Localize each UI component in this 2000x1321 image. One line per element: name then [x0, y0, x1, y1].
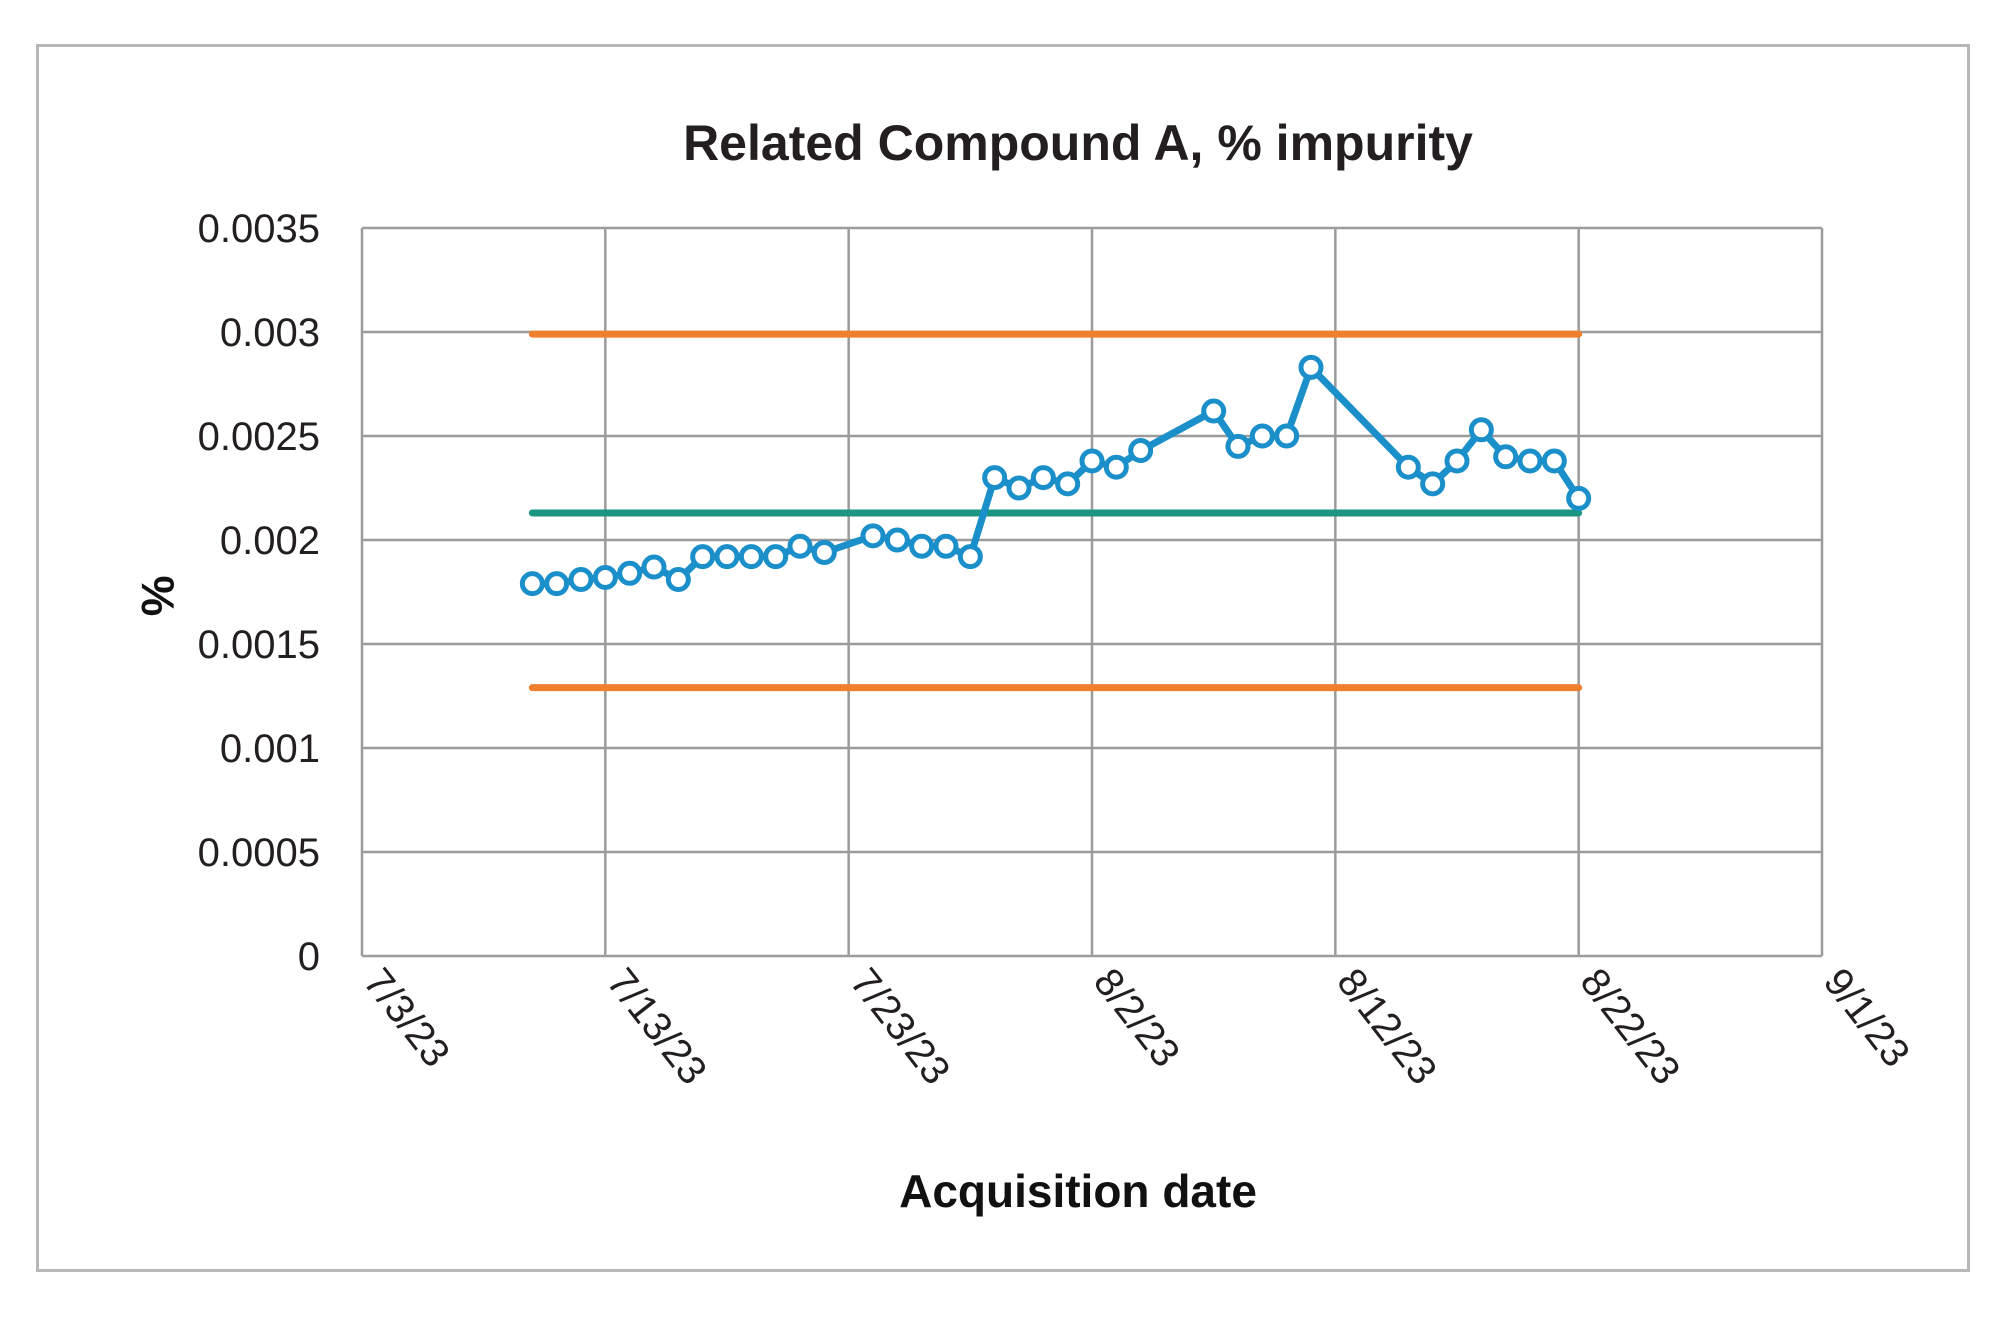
y-tick-label: 0.0035 — [198, 207, 320, 251]
data-point — [519, 571, 545, 597]
data-point — [665, 567, 691, 593]
x-tick-label: 8/22/23 — [1572, 960, 1689, 1092]
y-tick-label: 0.002 — [220, 519, 320, 563]
y-axis-title: % — [132, 576, 184, 617]
data-point — [690, 544, 716, 570]
data-point — [738, 544, 764, 570]
x-axis-title: Acquisition date — [899, 1165, 1257, 1217]
data-point — [884, 527, 910, 553]
data-point — [1541, 448, 1567, 474]
reference-lines — [528, 330, 1583, 692]
data-point — [1493, 444, 1519, 470]
x-tick-labels: 7/3/23 7/13/23 7/23/23 8/2/23 8/12/23 8/22/23… — [355, 960, 1918, 1092]
data-point — [787, 533, 813, 559]
data-point — [1298, 354, 1324, 380]
data-point — [1103, 454, 1129, 480]
data-point — [1079, 448, 1105, 474]
x-tick-label: 9/1/23 — [1815, 960, 1918, 1075]
data-point — [617, 560, 643, 586]
x-tick-label: 7/13/23 — [598, 960, 715, 1092]
y-tick-labels: 0 0.0005 0.001 0.0015 0.002 0.0025 0.003 0.0035 — [198, 207, 320, 979]
data-point — [592, 564, 618, 590]
x-tick-label: 7/23/23 — [842, 960, 959, 1092]
data-point — [763, 544, 789, 570]
data-point — [1006, 475, 1032, 501]
y-tick-label: 0.001 — [220, 727, 320, 771]
data-point — [641, 554, 667, 580]
y-tick-label: 0.0025 — [198, 415, 320, 459]
data-point — [1468, 417, 1494, 443]
data-point — [714, 544, 740, 570]
data-point — [957, 544, 983, 570]
data-point — [811, 539, 837, 565]
y-tick-label: 0.0005 — [198, 831, 320, 875]
chart-title: Related Compound A, % impurity — [683, 115, 1473, 171]
data-point — [909, 533, 935, 559]
data-point — [1395, 454, 1421, 480]
chart-frame — [36, 44, 1970, 1272]
data-point — [982, 465, 1008, 491]
data-point — [544, 571, 570, 597]
data-point — [1274, 423, 1300, 449]
data-point — [1444, 448, 1470, 474]
data-point — [1517, 448, 1543, 474]
data-point — [1249, 423, 1275, 449]
x-tick-label: 8/12/23 — [1328, 960, 1445, 1092]
data-point — [1055, 471, 1081, 497]
data-point — [1201, 398, 1227, 424]
y-tick-label: 0.003 — [220, 311, 320, 355]
x-tick-label: 8/2/23 — [1085, 960, 1188, 1075]
data-point — [933, 533, 959, 559]
data-point — [860, 523, 886, 549]
data-point — [1420, 471, 1446, 497]
data-point — [1030, 465, 1056, 491]
x-tick-label: 7/3/23 — [355, 960, 458, 1075]
data-point — [1225, 433, 1251, 459]
data-point — [1128, 438, 1154, 464]
data-point — [568, 567, 594, 593]
y-tick-label: 0.0015 — [198, 623, 320, 667]
series-group — [519, 354, 1592, 597]
data-point — [1566, 485, 1592, 511]
y-tick-label: 0 — [298, 935, 320, 979]
